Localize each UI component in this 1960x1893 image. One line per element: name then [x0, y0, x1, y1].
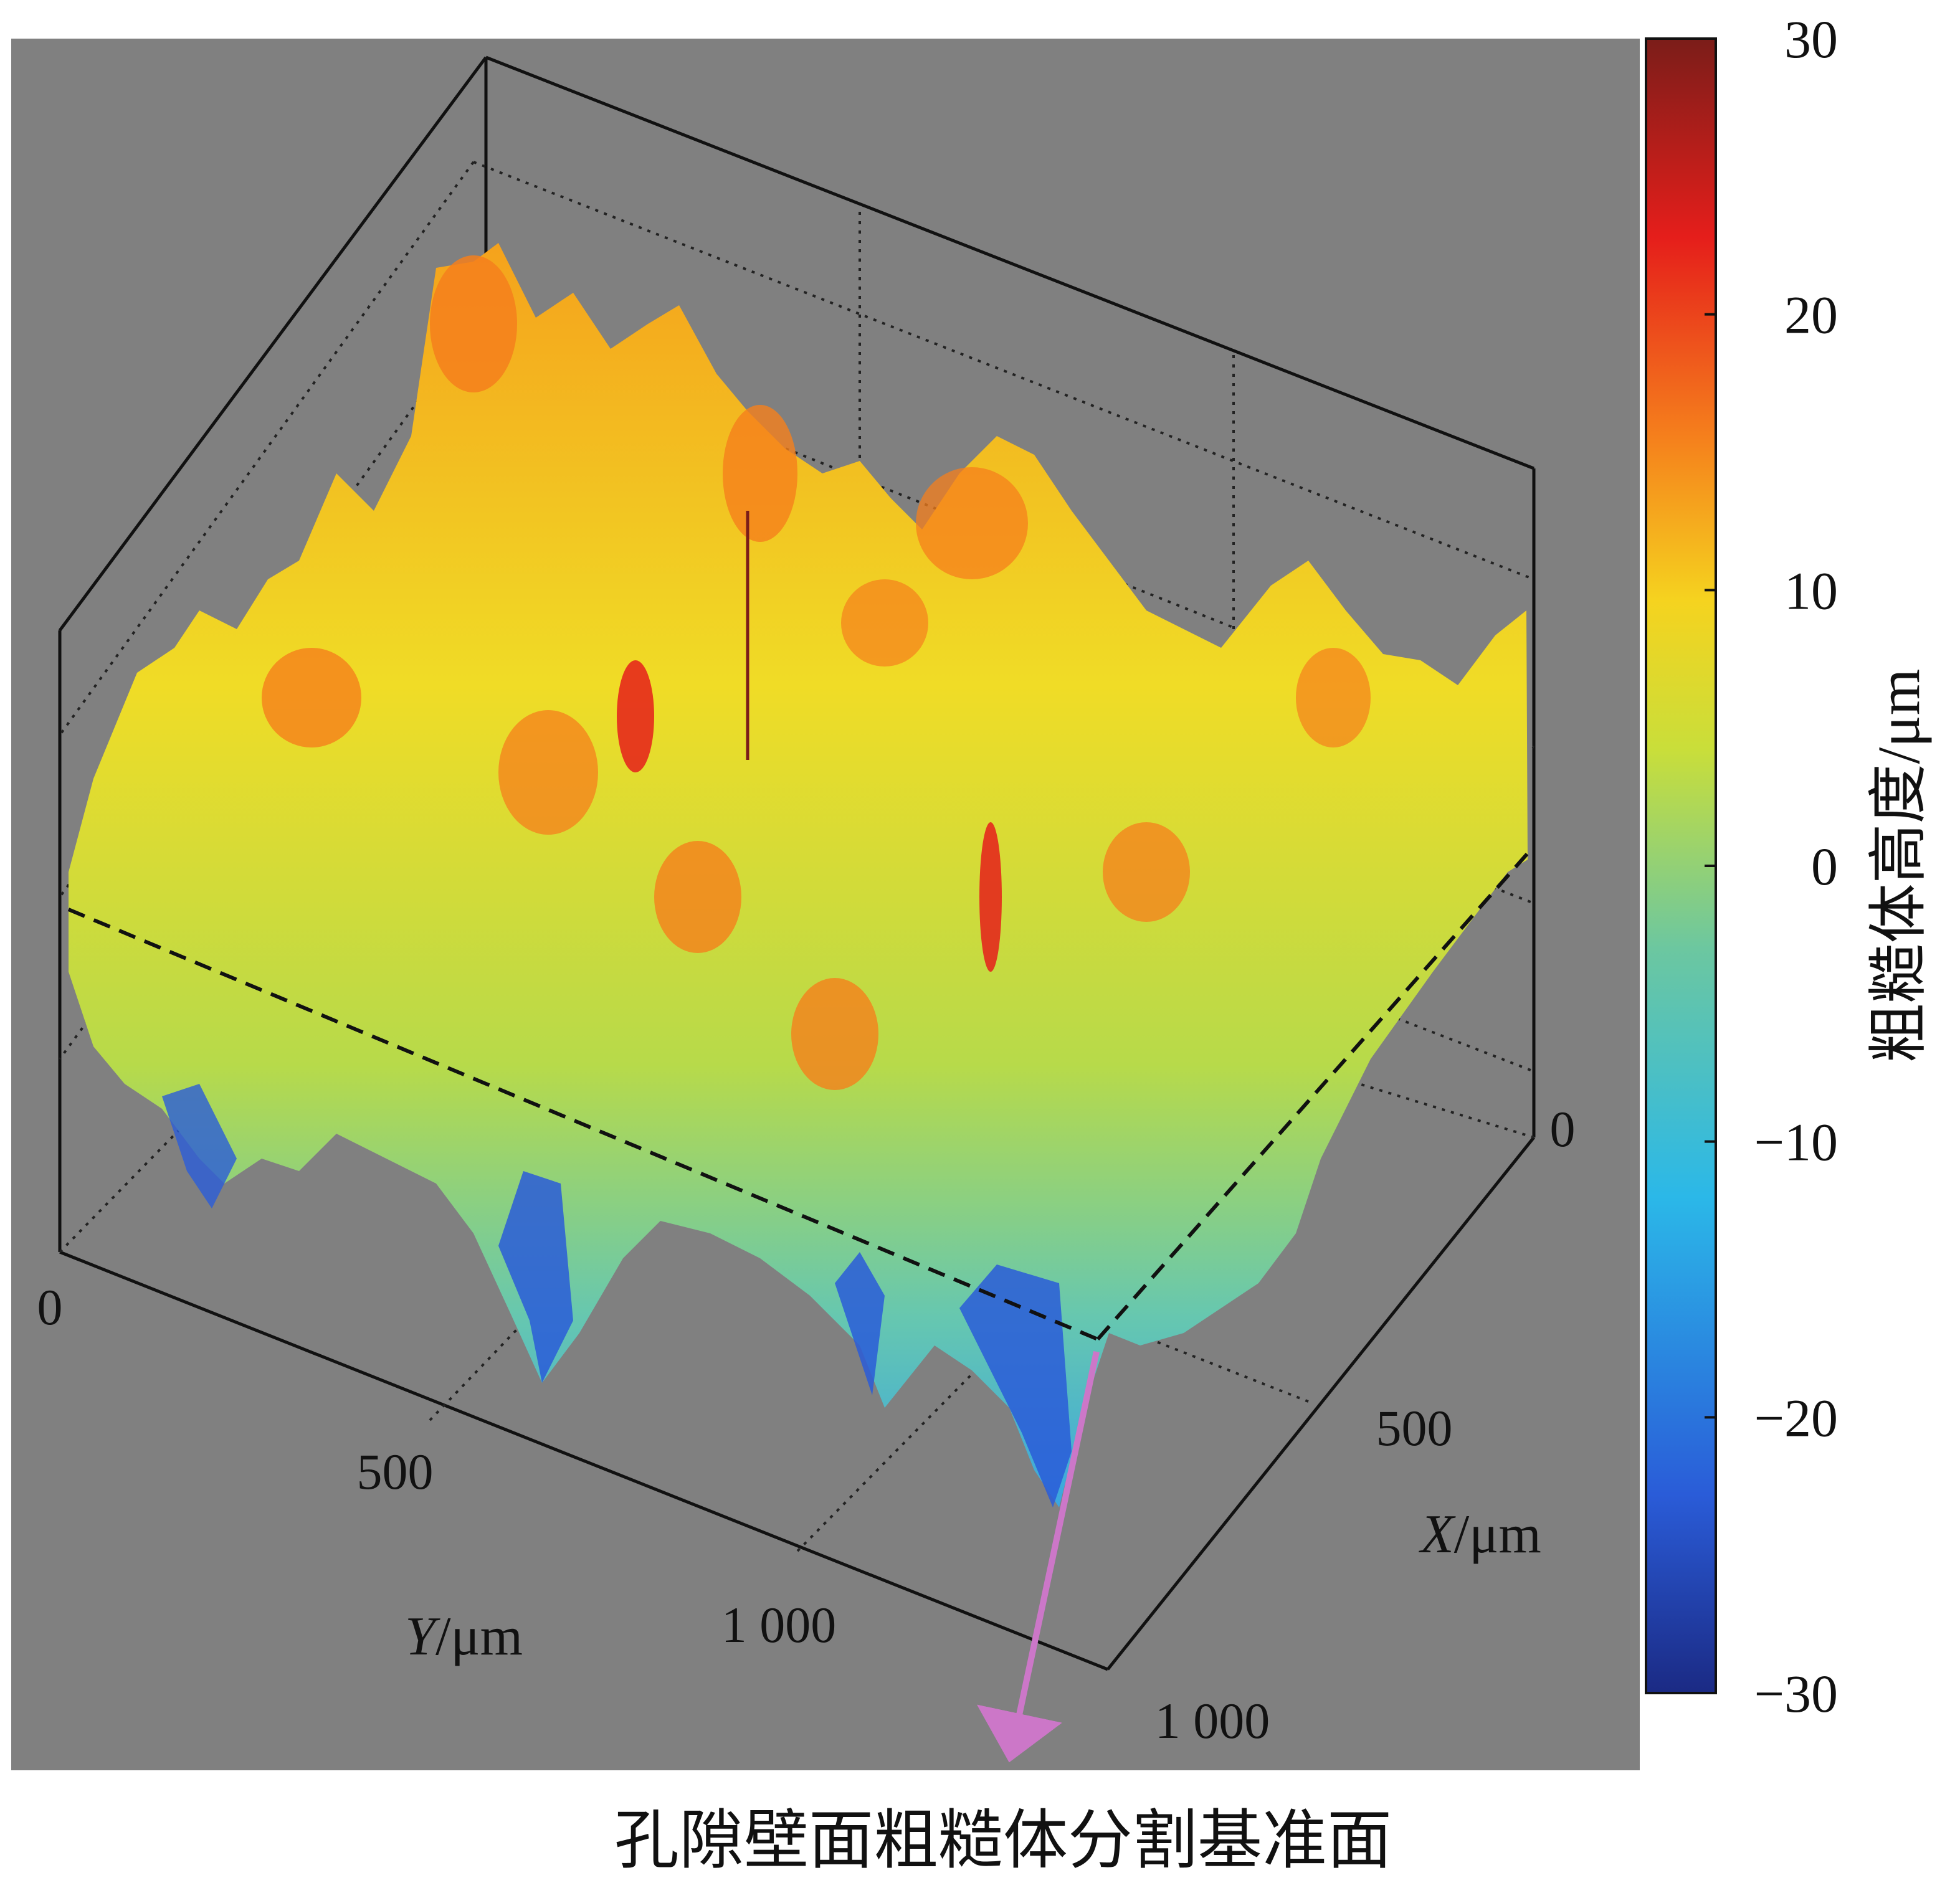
surface-peak — [841, 579, 928, 667]
surface-peak — [262, 648, 361, 747]
colorbar-tick-label: 0 — [1811, 837, 1838, 896]
annotation-caption: 孔隙壁面粗糙体分割基准面 — [614, 1805, 1392, 1877]
y-tick-label: 0 — [37, 1279, 63, 1336]
x-axis-unit: /μm — [1454, 1504, 1541, 1565]
y-tick-label: 500 — [357, 1443, 434, 1500]
colorbar-tick-label: 10 — [1784, 561, 1838, 620]
surface-valley — [835, 1252, 885, 1395]
x-tick-label: 500 — [1376, 1400, 1453, 1456]
axis-ticks: 0 500 1 000 0 500 1 000 — [37, 1101, 1576, 1749]
colorbar-tick-label: 30 — [1784, 9, 1838, 69]
surface-peak — [430, 255, 517, 392]
surface-peak — [979, 822, 1002, 972]
colorbar-label: 粗糙体高度/μm — [1865, 669, 1932, 1063]
annotation-arrow — [976, 1350, 1100, 1763]
surface-peak — [498, 710, 598, 835]
y-tick-label: 1 000 — [721, 1596, 837, 1653]
surface-peak — [723, 405, 797, 542]
colorbar — [1645, 37, 1717, 1694]
colorbar-tick-label: −20 — [1754, 1388, 1838, 1448]
x-tick-label: 1 000 — [1155, 1692, 1270, 1749]
surface-valley — [498, 1171, 573, 1383]
grid-line — [473, 161, 1534, 581]
surface-peak — [617, 660, 654, 772]
y-axis-unit: /μm — [435, 1606, 523, 1667]
colorbar-ticks: 30 20 10 0 −10 −20 −30 — [1705, 9, 1838, 1724]
y-axis-var: Y — [405, 1606, 440, 1667]
grid-line — [59, 161, 475, 736]
x-axis-var: X — [1419, 1504, 1456, 1565]
surface-peak — [1103, 822, 1190, 922]
roughness-surface — [69, 243, 1528, 1507]
surface-valley — [162, 1084, 237, 1208]
surface-peak — [916, 467, 1028, 579]
x-axis-label: X/μm — [1419, 1504, 1541, 1565]
box-edge-floor-left — [59, 1250, 1108, 1671]
reference-plane — [67, 852, 1529, 1341]
x-tick-label: 0 — [1550, 1101, 1576, 1157]
surface-peak — [791, 978, 878, 1090]
reference-plane-edge-front — [67, 908, 1099, 1341]
surface-body — [69, 243, 1528, 1507]
colorbar-tick-label: −30 — [1754, 1664, 1838, 1724]
surface-peak — [654, 841, 741, 953]
y-axis-label: Y/μm — [405, 1606, 523, 1667]
box-edge-floor-right — [1106, 1136, 1535, 1671]
box-frame — [58, 55, 1536, 1671]
surface-peak — [1296, 648, 1371, 747]
box-edge-top-back — [485, 55, 1534, 470]
surface-valley — [959, 1264, 1072, 1507]
colorbar-tick-label: −10 — [1754, 1113, 1838, 1172]
colorbar-tick-label: 20 — [1784, 285, 1838, 345]
box-edge-top-left — [58, 56, 488, 632]
